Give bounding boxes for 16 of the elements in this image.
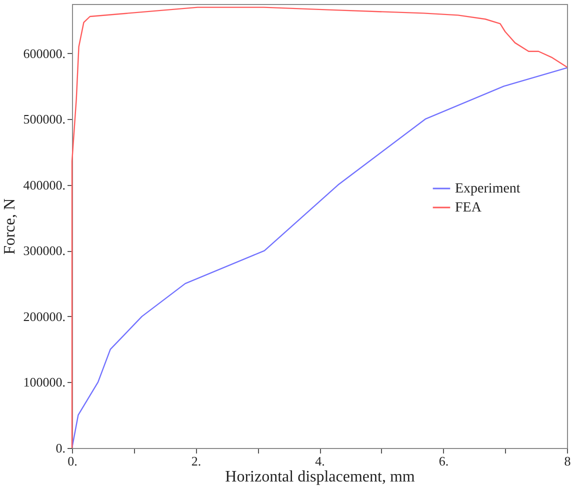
legend-label: Experiment — [455, 182, 520, 196]
x-axis-title: Horizontal displacement, mm — [225, 468, 416, 486]
y-tick-label: 500000. — [23, 112, 66, 127]
x-tick-label: 4. — [315, 454, 325, 468]
y-tick-label: 400000. — [23, 177, 66, 192]
y-axis-title: Force, N — [1, 198, 18, 254]
y-tick-label: 100000. — [23, 374, 66, 390]
legend-label: FEA — [455, 200, 482, 216]
x-tick-label: 6. — [438, 454, 449, 468]
y-tick-label: 600000. — [23, 46, 66, 61]
y-tick-label: 200000. — [23, 308, 66, 324]
y-tick-label: 0. — [56, 440, 66, 456]
x-tick-label: 8 — [564, 454, 571, 468]
y-tick-label: 300000. — [23, 243, 66, 258]
x-tick-label: 2. — [191, 454, 202, 468]
x-tick-label: 0. — [68, 454, 78, 468]
